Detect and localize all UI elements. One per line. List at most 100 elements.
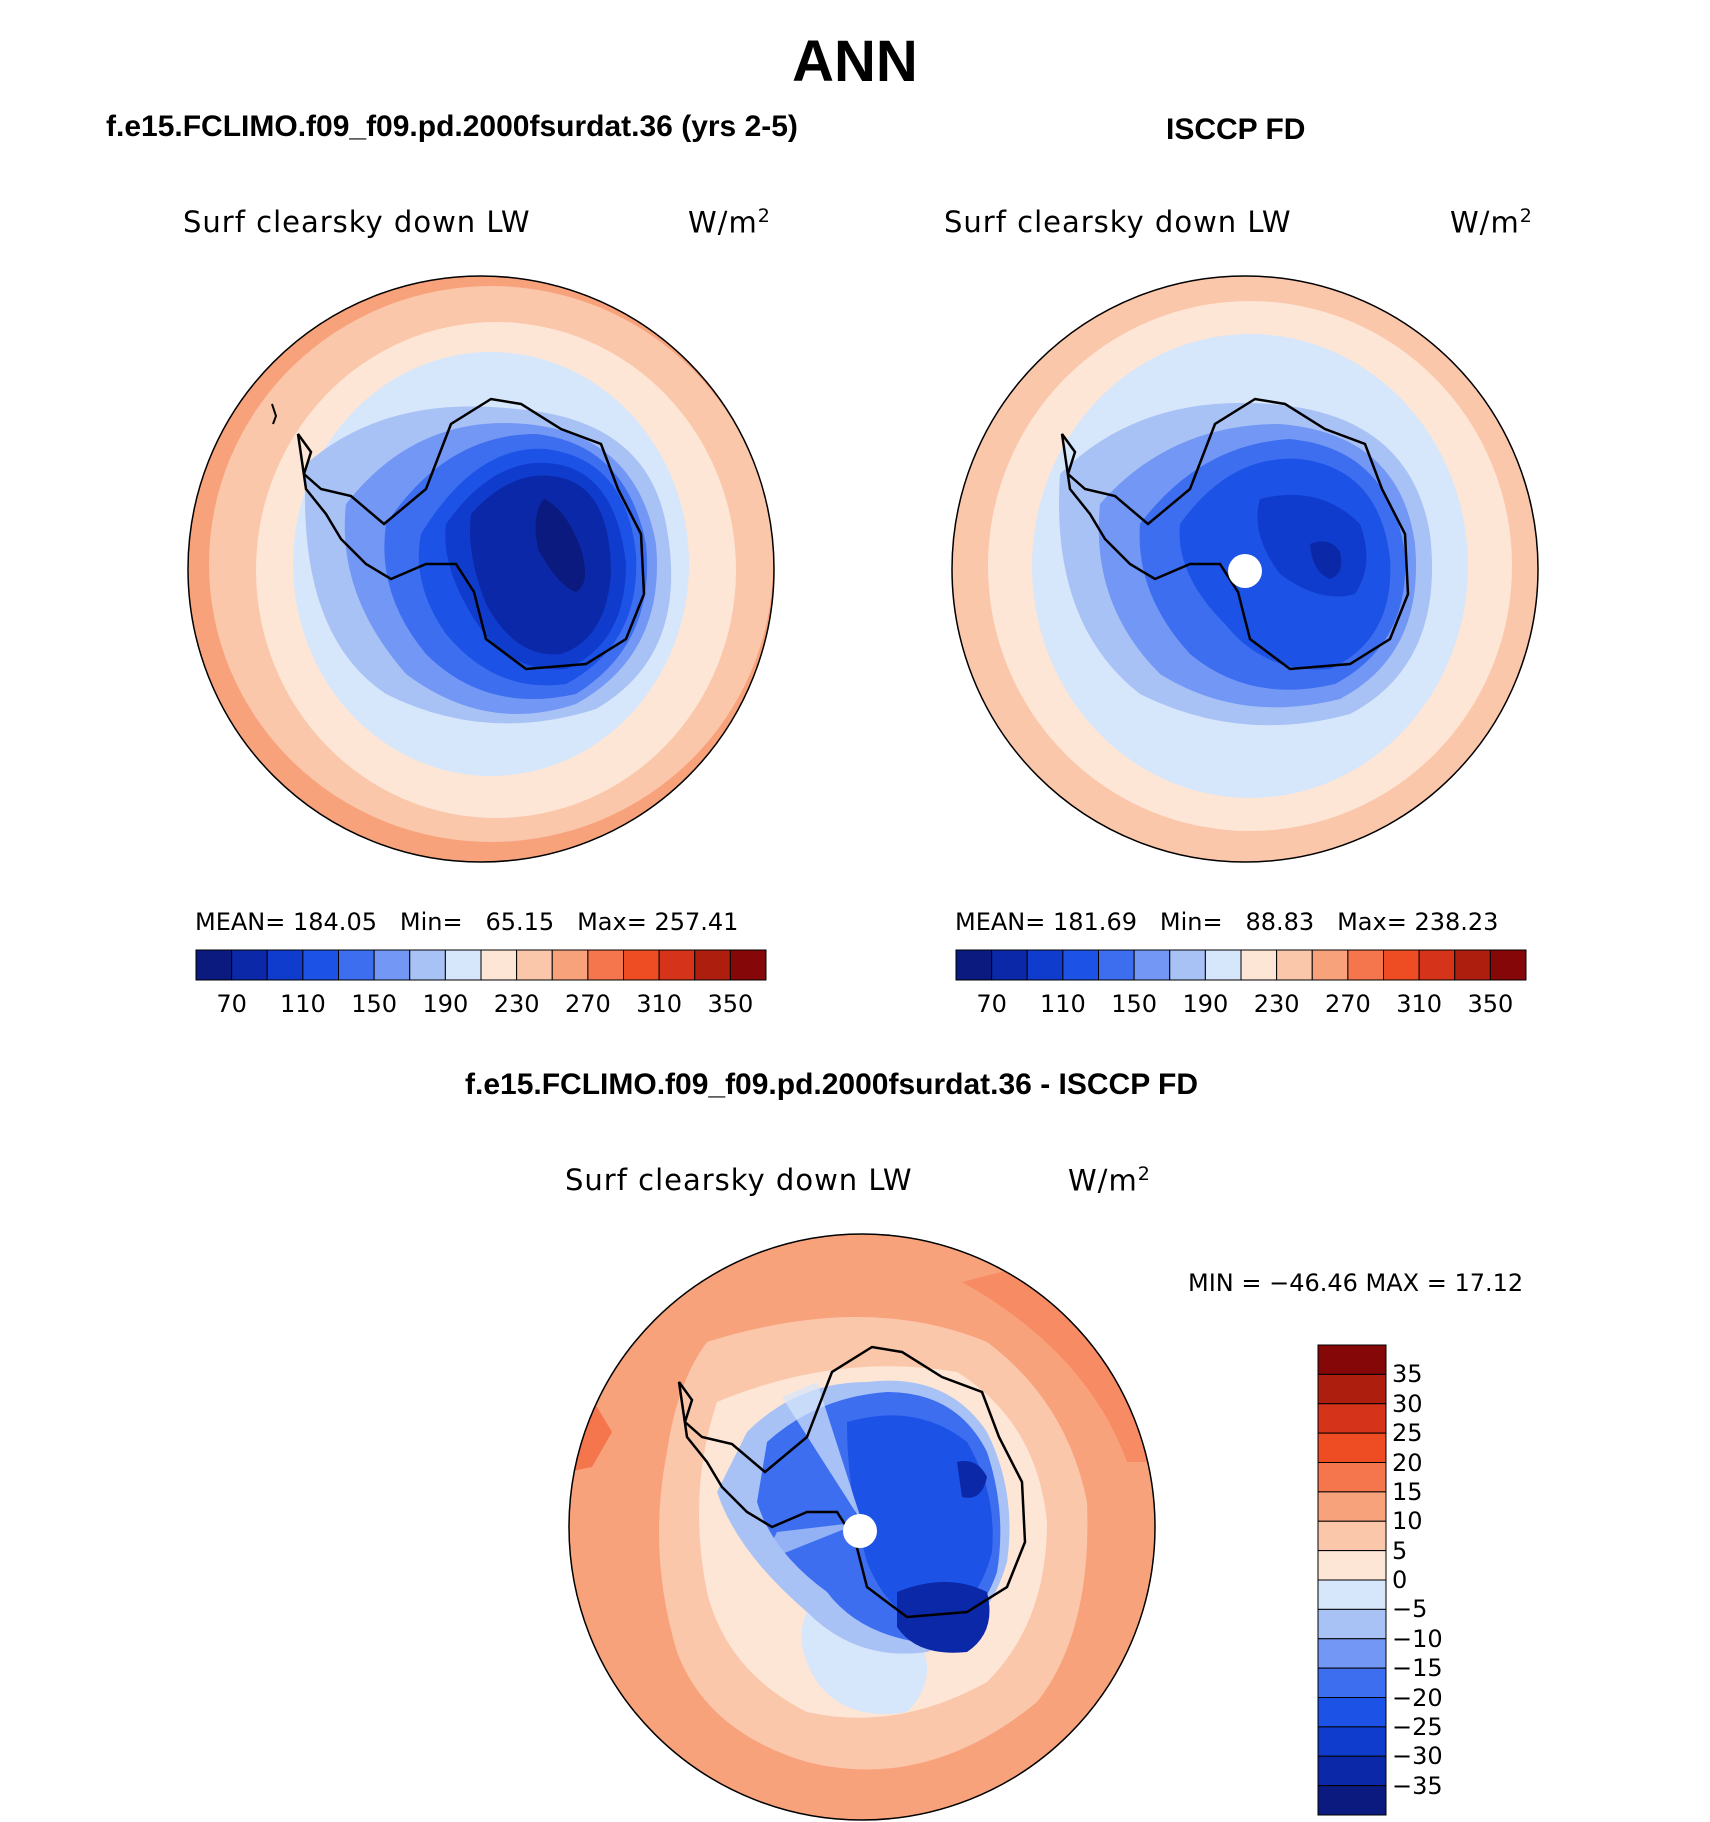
diff-colorbar-swatch [1317,1491,1387,1522]
colorbar-swatch [1489,949,1527,981]
colorbar-tick-label: 230 [1253,990,1300,1018]
colorbar-swatch [195,949,233,981]
colorbar-swatch [955,949,993,981]
colorbar-swatch [658,949,696,981]
colorbar-tick-label: 350 [707,990,754,1018]
diff-colorbar-swatch [1317,1432,1387,1463]
colorbar-tick-label: 110 [279,990,326,1018]
diff-colorbar-tick-label: 20 [1392,1448,1423,1477]
diff-colorbar-tick-label: 0 [1392,1566,1408,1594]
top-left-map [187,275,775,863]
diff-colorbar-tick-label: −15 [1392,1654,1443,1683]
diff-colorbar-swatch [1317,1344,1387,1375]
map-c-coastline [677,1345,1027,1619]
figure-title: ANN [792,29,918,94]
colorbar-tick-label: 270 [1324,990,1371,1018]
top-right-stats: MEAN= 181.69 Min= 88.83 Max= 238.23 [955,908,1499,936]
bottom-case-title: f.e15.FCLIMO.f09_f09.pd.2000fsurdat.36 -… [465,1068,1198,1101]
colorbar-swatch [266,949,304,981]
bottom-colorbar [1317,1344,1387,1816]
colorbar-swatch [1454,949,1491,981]
diff-colorbar-tick-label: 25 [1392,1419,1423,1448]
diff-colorbar-swatch [1317,1579,1387,1610]
diff-colorbar-tick-label: −25 [1392,1712,1443,1741]
colorbar-swatch [991,949,1028,981]
colorbar-swatch [1240,949,1278,981]
colorbar-tick-label: 310 [1396,990,1443,1018]
bottom-minmax: MIN = −46.46 MAX = 17.12 [1188,1269,1524,1297]
top-right-map [951,275,1539,863]
top-left-units-label: W/m2 [688,205,771,240]
diff-colorbar-tick-label: −20 [1392,1683,1443,1712]
diff-colorbar-swatch [1317,1785,1387,1816]
colorbar-tick-label: 150 [1111,990,1158,1018]
diff-colorbar-tick-label: 15 [1392,1477,1423,1506]
diff-colorbar-swatch [1317,1755,1387,1787]
colorbar-tick-label: 350 [1467,990,1514,1018]
colorbar-tick-label: 110 [1039,990,1086,1018]
top-left-variable-label: Surf clearsky down LW [183,205,531,239]
colorbar-swatch [587,949,624,981]
diff-colorbar-swatch [1317,1373,1387,1405]
colorbar-swatch [409,949,446,981]
colorbar-tick-label: 70 [976,990,1007,1018]
colorbar-swatch [373,949,411,981]
diff-colorbar-swatch [1317,1726,1387,1757]
bottom-difference-map [568,1233,1156,1821]
colorbar-swatch [551,949,589,981]
diff-colorbar-tick-label: −30 [1392,1742,1443,1771]
top-left-case-title: f.e15.FCLIMO.f09_f09.pd.2000fsurdat.36 (… [106,110,798,143]
map-b-coastline [1060,397,1410,671]
diff-colorbar-tick-label: −10 [1392,1624,1443,1653]
bottom-units-label: W/m2 [1068,1163,1151,1198]
colorbar-swatch [1347,949,1384,981]
colorbar-swatch [1098,949,1135,981]
colorbar-tick-label: 70 [216,990,247,1018]
colorbar-tick-label: 190 [422,990,469,1018]
diff-colorbar-tick-label: 35 [1392,1360,1423,1389]
top-left-stats: MEAN= 184.05 Min= 65.15 Max= 257.41 [195,908,739,936]
diff-colorbar-tick-label: 30 [1392,1389,1423,1418]
colorbar-swatch [1383,949,1420,981]
colorbar-tick-label: 230 [493,990,540,1018]
colorbar-tick-label: 310 [636,990,683,1018]
colorbar-swatch [729,949,767,981]
diff-colorbar-tick-label: 10 [1392,1507,1423,1536]
map-c-pole-hole [843,1514,877,1548]
colorbar-swatch [1026,949,1064,981]
diff-colorbar-tick-label: 5 [1392,1536,1408,1565]
diff-colorbar-swatch [1317,1520,1387,1552]
colorbar-swatch [338,949,375,981]
colorbar-swatch [1311,949,1349,981]
colorbar-tick-label: 270 [564,990,611,1018]
top-right-variable-label: Surf clearsky down LW [944,205,1292,239]
colorbar-swatch [623,949,660,981]
top-right-case-title: ISCCP FD [1166,113,1306,146]
diff-colorbar-swatch [1317,1403,1387,1434]
bottom-variable-label: Surf clearsky down LW [565,1163,913,1197]
diff-colorbar-tick-label: −35 [1392,1771,1443,1800]
colorbar-swatch [1169,949,1206,981]
map-a-coastline [296,397,646,671]
colorbar-swatch [480,949,518,981]
colorbar-swatch [302,949,339,981]
diff-colorbar-tick-label: −5 [1392,1595,1428,1624]
colorbar-swatch [231,949,268,981]
colorbar-swatch [1062,949,1099,981]
top-left-colorbar [195,949,767,981]
map-b-pole-hole [1228,554,1262,588]
colorbar-swatch [694,949,731,981]
diff-colorbar-swatch [1317,1638,1387,1669]
colorbar-tick-label: 190 [1182,990,1229,1018]
colorbar-swatch [1276,949,1313,981]
colorbar-swatch [444,949,482,981]
top-right-units-label: W/m2 [1450,205,1533,240]
diff-colorbar-swatch [1317,1608,1387,1640]
diff-colorbar-swatch [1317,1667,1387,1698]
colorbar-swatch [1418,949,1456,981]
colorbar-swatch [516,949,553,981]
colorbar-swatch [1133,949,1171,981]
colorbar-tick-label: 150 [351,990,398,1018]
diff-colorbar-swatch [1317,1462,1387,1493]
diff-colorbar-swatch [1317,1550,1387,1581]
